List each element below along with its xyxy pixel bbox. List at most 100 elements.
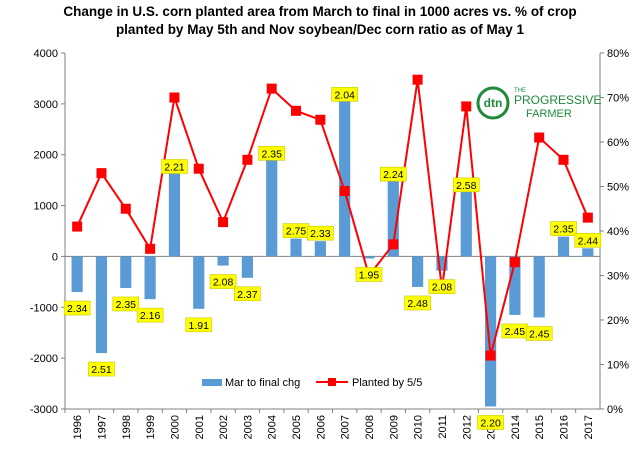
right-tick-label: 30% <box>607 271 629 283</box>
bar <box>436 256 448 271</box>
x-tick-label: 2006 <box>315 415 327 439</box>
ratio-label-box <box>209 274 237 289</box>
planted-marker <box>266 83 277 94</box>
planted-marker <box>534 132 545 143</box>
planted-marker <box>485 350 496 361</box>
planted-marker <box>339 185 350 196</box>
right-tick-label: 20% <box>607 315 629 327</box>
planted-marker <box>582 212 593 223</box>
bar <box>241 256 253 278</box>
bar <box>363 256 375 259</box>
axes-group: 4000 3000 2000 1000 0 -1000 -2000 -3000 80% 70% 60… <box>30 48 629 439</box>
planted-marker <box>558 154 569 165</box>
ratio-label-box <box>88 361 115 377</box>
right-tick-label: 0% <box>607 404 623 416</box>
planted-marker <box>412 74 423 85</box>
x-tick-label: 1997 <box>96 415 108 439</box>
x-tick-label: 2003 <box>242 415 254 439</box>
ratio-label-text: 2.75 <box>286 226 307 238</box>
ratio-label-box <box>185 317 213 333</box>
planted-marker <box>96 168 107 179</box>
ratio-label-box <box>112 296 140 312</box>
x-tick-label: 1998 <box>121 415 133 439</box>
planted-marker <box>315 114 326 125</box>
bar <box>412 256 424 287</box>
ratio-label-box <box>355 267 383 282</box>
x-tick-label: 2014 <box>510 415 522 439</box>
ratio-label-box <box>525 326 553 341</box>
bar <box>557 236 570 257</box>
planted-marker <box>193 163 204 174</box>
left-tick-label: 3000 <box>34 99 58 111</box>
ratio-label-text: 2.48 <box>407 298 428 310</box>
planted-marker <box>461 101 472 112</box>
x-tick-label: 2008 <box>364 415 376 439</box>
ratio-label-text: 2.37 <box>237 289 258 301</box>
bar <box>484 256 497 407</box>
ratio-label-text: 2.58 <box>456 180 477 192</box>
x-tick-label: 2011 <box>437 415 449 439</box>
x-tick-label: 1999 <box>145 415 157 439</box>
left-tick-label: -3000 <box>30 404 58 416</box>
ratio-label-text: 2.08 <box>213 277 234 289</box>
planted-marker <box>388 239 399 250</box>
x-tick-label: 2015 <box>534 415 546 439</box>
x-tick-label: 2009 <box>388 415 400 439</box>
planted-marker <box>218 217 229 228</box>
x-tick-label: 1996 <box>72 415 84 439</box>
ratio-label-text: 2.24 <box>383 169 404 181</box>
ratio-label-box <box>379 166 407 182</box>
logo-progressive-text: PROGRESSIVE <box>514 93 601 107</box>
left-tick-label: 1000 <box>34 201 58 213</box>
x-tick-label: 2016 <box>559 415 571 439</box>
x-tick-label: 2004 <box>267 415 279 439</box>
bar <box>95 256 108 354</box>
bar <box>266 159 278 257</box>
bar <box>582 248 594 257</box>
ratio-label-box <box>136 307 164 323</box>
ratio-label-text: 2.08 <box>432 282 453 294</box>
ratio-label-text: 2.33 <box>310 228 331 240</box>
ratio-label-text: 2.35 <box>553 224 574 236</box>
left-tick-label: -1000 <box>30 302 58 314</box>
ratio-label-text: 2.20 <box>480 417 501 429</box>
ratio-label-box <box>404 295 431 311</box>
ratio-label-box <box>550 221 577 236</box>
planted-marker <box>291 105 302 116</box>
ratio-label-text: 2.34 <box>67 303 88 315</box>
right-tick-label: 10% <box>607 360 629 372</box>
x-tick-label: 2005 <box>291 415 303 439</box>
planted-marker <box>120 203 131 214</box>
planted-marker <box>509 257 520 268</box>
ratio-label-text: 2.04 <box>334 89 355 101</box>
planted-marker <box>145 243 156 254</box>
right-tick-label: 40% <box>607 226 629 238</box>
ratio-label-text: 2.45 <box>529 328 550 340</box>
bar <box>217 256 229 266</box>
chart-title-line-1: Change in U.S. corn planted area from Ma… <box>63 4 577 19</box>
legend-line-marker <box>328 378 336 386</box>
planted-marker <box>169 92 180 103</box>
ratio-label-text: 2.51 <box>91 364 112 376</box>
left-tick-label: 2000 <box>34 150 58 162</box>
legend-bar-swatch <box>202 379 222 386</box>
bar <box>387 180 399 257</box>
bar <box>314 241 326 257</box>
chart-title-line-2: planted by May 5th and Nov soybean/Dec c… <box>115 22 525 37</box>
ratio-label-text: 2.35 <box>116 299 137 311</box>
planted-marker <box>242 154 253 165</box>
left-tick-label: -2000 <box>30 353 58 365</box>
right-tick-label: 50% <box>607 182 629 194</box>
planted-marker <box>72 221 83 232</box>
bars-group <box>71 100 594 407</box>
ratio-label-text: 1.91 <box>189 320 210 332</box>
bar <box>71 256 83 293</box>
ratio-label-box <box>428 279 456 294</box>
bar <box>168 172 181 257</box>
right-tick-label: 60% <box>607 137 629 149</box>
x-tick-label: 2007 <box>340 415 352 439</box>
legend: Mar to final chg Planted by 5/5 <box>202 377 422 389</box>
right-tick-label: 70% <box>607 93 629 105</box>
right-tick-label: 80% <box>607 48 629 60</box>
